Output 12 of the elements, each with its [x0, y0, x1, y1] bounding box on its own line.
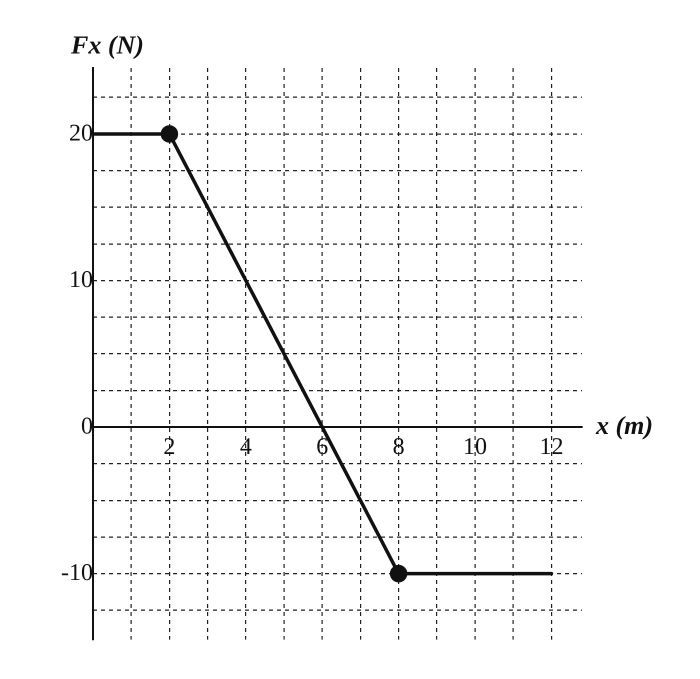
x-tick-label: 6 — [316, 434, 328, 460]
x-tick-label: 2 — [163, 434, 176, 460]
y-tick-label: 20 — [69, 120, 93, 146]
x-tick-label: 4 — [240, 434, 252, 460]
x-tick-label: 12 — [539, 434, 564, 460]
y-tick-label: 0 — [81, 413, 93, 440]
x-tick-label: 10 — [463, 434, 488, 460]
x-axis-title: x (m) — [595, 410, 654, 440]
y-axis-title: Fx (N) — [70, 30, 144, 60]
y-tick-label: 10 — [69, 266, 93, 293]
x-tick-label: 8 — [392, 434, 405, 460]
y-tick-label: -10 — [61, 560, 93, 586]
